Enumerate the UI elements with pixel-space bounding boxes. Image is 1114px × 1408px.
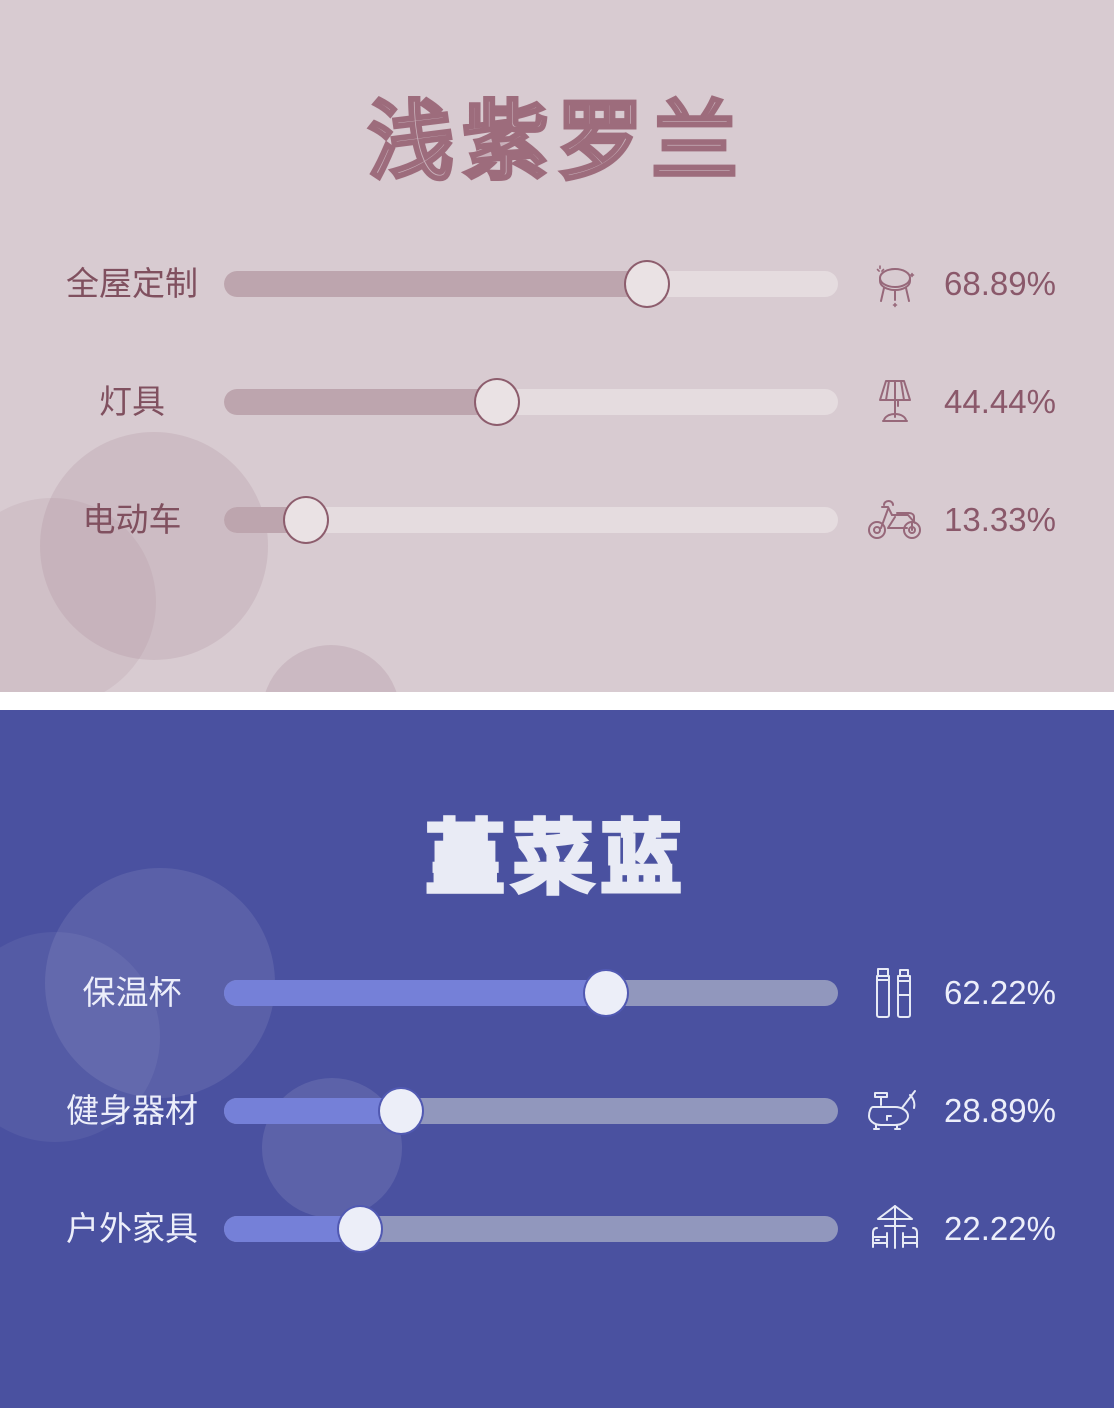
- slider-thumb[interactable]: [378, 1086, 425, 1135]
- panel-title-violet: 浅紫罗兰: [366, 92, 747, 191]
- stool-table-icon: [852, 251, 938, 317]
- decorative-circle-small: [262, 645, 400, 692]
- slider-track[interactable]: [224, 495, 838, 544]
- slider-row[interactable]: 灯具 44.44%: [40, 369, 1090, 435]
- slider-row-value: 62.22%: [944, 974, 1056, 1012]
- slider-list-blue: 保温杯 62.22%: [0, 960, 1114, 1262]
- slider-row-label: 户外家具: [66, 1210, 198, 1248]
- slider-track[interactable]: [224, 377, 838, 426]
- slider-row-value: 44.44%: [944, 383, 1056, 421]
- slider-fill: [224, 1097, 402, 1124]
- slider-row-value: 22.22%: [944, 1210, 1056, 1248]
- slider-thumb[interactable]: [623, 259, 670, 308]
- slider-row[interactable]: 健身器材: [40, 1078, 1090, 1144]
- panel-divider: [0, 692, 1114, 710]
- slider-row[interactable]: 电动车: [40, 487, 1090, 553]
- panel-violet: 浅紫罗兰 全屋定制 68: [0, 0, 1114, 692]
- panel-title-blue: 堇菜蓝: [423, 812, 689, 905]
- slider-thumb[interactable]: [583, 968, 630, 1017]
- slider-row-label: 全屋定制: [66, 265, 198, 303]
- slider-row[interactable]: 全屋定制 68.89%: [40, 251, 1090, 317]
- slider-track[interactable]: [224, 1086, 838, 1135]
- slider-row-label: 保温杯: [82, 974, 182, 1012]
- slider-list-violet: 全屋定制 68.89%: [0, 251, 1114, 553]
- slider-fill: [224, 388, 497, 415]
- slider-thumb[interactable]: [337, 1204, 384, 1253]
- slider-thumb[interactable]: [282, 495, 329, 544]
- slider-thumb[interactable]: [473, 377, 520, 426]
- slider-track[interactable]: [224, 259, 838, 308]
- slider-row-value: 68.89%: [944, 265, 1056, 303]
- slider-track[interactable]: [224, 1204, 838, 1253]
- scooter-icon: [852, 487, 938, 553]
- slider-row[interactable]: 保温杯 62.22%: [40, 960, 1090, 1026]
- slider-row-label: 灯具: [99, 383, 165, 421]
- panel-blue: 堇菜蓝 保温杯: [0, 710, 1114, 1408]
- slider-row-value: 13.33%: [944, 501, 1056, 539]
- patio-umbrella-chairs-icon: [852, 1196, 938, 1262]
- slider-row-label: 电动车: [82, 501, 182, 539]
- exercise-bike-icon: [852, 1078, 938, 1144]
- thermos-bottle-icon: [852, 960, 938, 1026]
- slider-fill: [224, 270, 647, 297]
- slider-row[interactable]: 户外家具: [40, 1196, 1090, 1262]
- slider-fill: [224, 979, 607, 1006]
- table-lamp-icon: [852, 369, 938, 435]
- slider-track[interactable]: [224, 968, 838, 1017]
- slider-row-label: 健身器材: [66, 1092, 198, 1130]
- slider-row-value: 28.89%: [944, 1092, 1056, 1130]
